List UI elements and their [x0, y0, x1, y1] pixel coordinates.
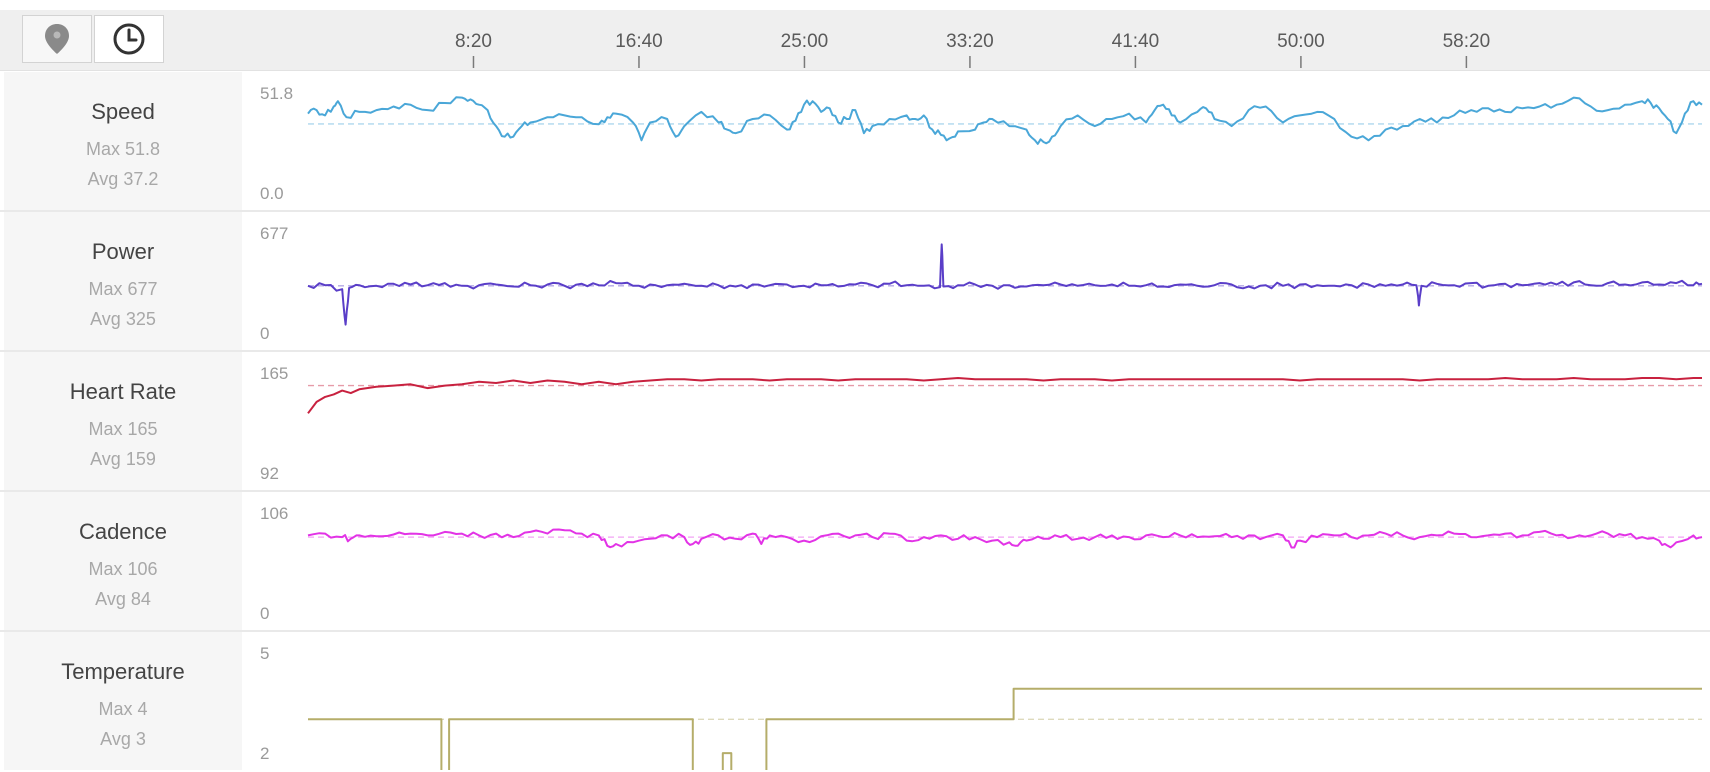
time-mode-button[interactable] [94, 15, 164, 63]
metric-name: Cadence [78, 519, 168, 544]
y-axis-min-label: 2 [260, 744, 269, 763]
x-axis-tick-label: 58:20 [1443, 31, 1491, 52]
metric-row: Cadence Max 106 Avg 84 106 0 [4, 492, 1710, 630]
y-axis-min-label: 0 [260, 604, 269, 623]
x-axis-tick-label: 16:40 [615, 31, 663, 52]
y-axis-max-label: 51.8 [260, 84, 293, 103]
metric-name: Temperature [61, 659, 185, 684]
metric-chart-svg: 165 92 [260, 364, 1702, 483]
metric-row: Speed Max 51.8 Avg 37.2 51.8 0.0 [4, 72, 1710, 210]
metric-max: Max 677 [88, 279, 158, 299]
metric-chart[interactable]: 51.8 0.0 [246, 72, 1710, 210]
metric-row: Temperature Max 4 Avg 3 5 2 [4, 632, 1710, 770]
metric-label-panel: Cadence Max 106 Avg 84 [4, 492, 242, 630]
metric-row: Power Max 677 Avg 325 677 0 [4, 212, 1710, 350]
series-line [307, 243, 1703, 326]
series-line [307, 96, 1703, 145]
row-divider [0, 490, 1710, 492]
metric-chart-svg: 677 0 [260, 224, 1703, 343]
row-divider [0, 630, 1710, 632]
y-axis-max-label: 106 [260, 504, 288, 523]
time-axis: 8:20 16:40 25:00 33:20 41:40 50:00 58:20 [455, 31, 1491, 68]
metric-chart-svg: 5 2 [260, 644, 1702, 770]
y-axis-min-label: 0 [260, 324, 269, 343]
x-axis-tick-label: 50:00 [1277, 31, 1325, 52]
metric-chart[interactable]: 5 2 [246, 632, 1710, 770]
clock-icon [113, 23, 145, 55]
metric-max: Max 165 [88, 419, 158, 439]
map-pin-icon [45, 24, 69, 54]
metric-avg: Avg 84 [95, 589, 151, 609]
row-divider [0, 210, 1710, 212]
metric-avg: Avg 325 [90, 309, 156, 329]
metric-name: Heart Rate [69, 379, 177, 404]
y-axis-min-label: 0.0 [260, 184, 284, 203]
metric-label-panel: Power Max 677 Avg 325 [4, 212, 242, 350]
x-axis-tick-label: 25:00 [781, 31, 829, 52]
time-axis-bar: 8:20 16:40 25:00 33:20 41:40 50:00 58:20 [0, 10, 1710, 71]
metric-avg: Avg 3 [100, 729, 146, 749]
metric-avg: Avg 159 [90, 449, 156, 469]
x-axis-tick-label: 33:20 [946, 31, 994, 52]
x-axis-tick-label: 8:20 [455, 31, 492, 52]
metric-avg: Avg 37.2 [87, 169, 159, 189]
metric-chart[interactable]: 677 0 [246, 212, 1710, 350]
metric-name: Power [91, 239, 155, 264]
y-axis-max-label: 5 [260, 644, 269, 663]
metric-row: Heart Rate Max 165 Avg 159 165 92 [4, 352, 1710, 490]
metric-chart-svg: 106 0 [260, 504, 1703, 623]
metric-max: Max 106 [88, 559, 158, 579]
series-line [307, 528, 1703, 549]
series-line [308, 687, 1702, 770]
metric-chart-svg: 51.8 0.0 [260, 84, 1703, 203]
distance-mode-button[interactable] [22, 15, 92, 63]
metric-label-panel: Heart Rate Max 165 Avg 159 [4, 352, 242, 490]
metric-max: Max 4 [98, 699, 148, 719]
metric-label-panel: Speed Max 51.8 Avg 37.2 [4, 72, 242, 210]
metric-max: Max 51.8 [85, 139, 161, 159]
y-axis-min-label: 92 [260, 464, 279, 483]
y-axis-max-label: 165 [260, 364, 288, 383]
x-axis-tick-label: 41:40 [1112, 31, 1160, 52]
metric-label-panel: Temperature Max 4 Avg 3 [4, 632, 242, 770]
row-divider [0, 350, 1710, 352]
metric-name: Speed [91, 99, 155, 124]
metric-chart[interactable]: 106 0 [246, 492, 1710, 630]
y-axis-max-label: 677 [260, 224, 288, 243]
series-line [307, 377, 1702, 414]
metric-chart[interactable]: 165 92 [246, 352, 1710, 490]
